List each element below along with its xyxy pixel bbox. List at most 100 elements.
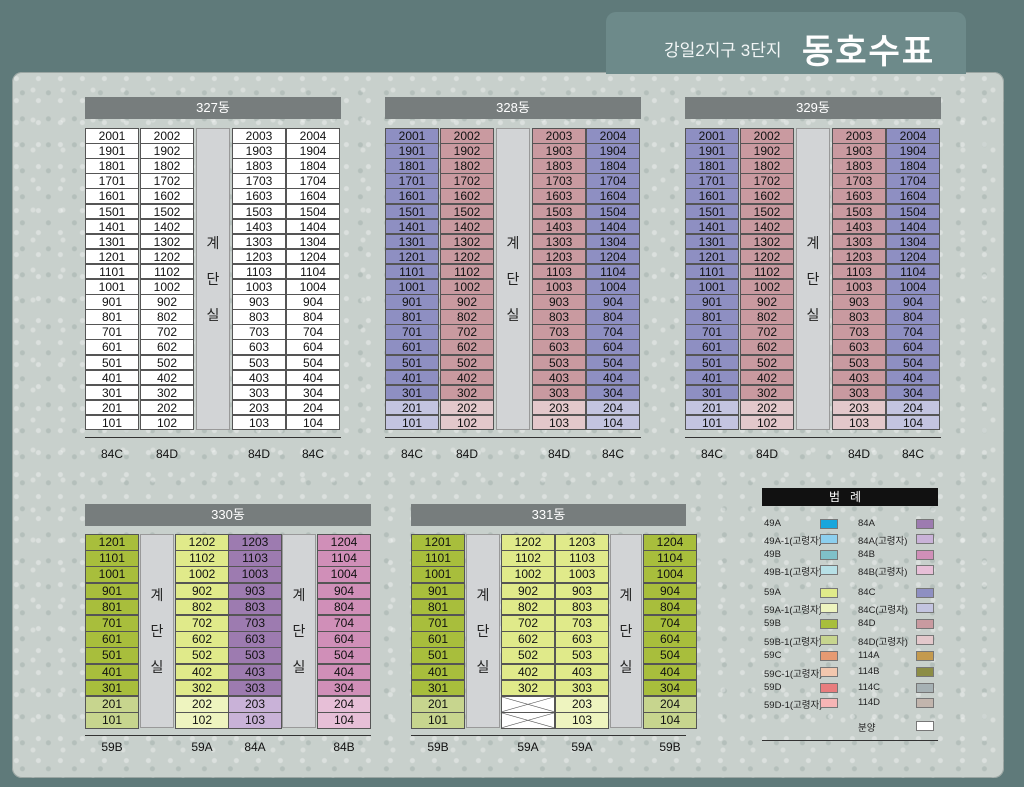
legend-item-label: 114B — [858, 666, 880, 677]
building-baseline — [385, 437, 641, 438]
unit-cell: 1802 — [740, 158, 794, 174]
unit-cell: 304 — [586, 384, 640, 401]
unit-cell: 101 — [385, 414, 439, 431]
unit-cell: 501 — [85, 647, 139, 665]
legend-item-label: 59D — [764, 682, 782, 693]
unit-cell: 1204 — [643, 534, 697, 551]
unit-cell: 503 — [232, 354, 286, 371]
unit-cell: 103 — [232, 414, 286, 431]
unit-cell: 1503 — [832, 203, 886, 220]
unit-cell: 102 — [440, 414, 494, 431]
unit-cell: 1402 — [140, 218, 194, 235]
legend-item-label: 114D — [858, 697, 881, 708]
unit-cell: 102 — [140, 414, 194, 431]
unit-cell: 1103 — [532, 263, 586, 280]
building-baseline — [85, 437, 341, 438]
building-331동: 331동 계 단 실 계 단 실 1201 1101 1001 901 801 701 601 501 401… — [411, 504, 697, 756]
unit-cell: 1203 — [832, 248, 886, 265]
unit-cell: 701 — [411, 615, 465, 632]
unit-cell: 702 — [140, 324, 194, 340]
unit-cell: 1904 — [586, 143, 640, 159]
unit-cell: 802 — [740, 309, 794, 325]
unit-cell: 1201 — [85, 534, 139, 551]
unit-cell: 303 — [555, 679, 609, 697]
unit-cell: 1202 — [440, 248, 494, 265]
unit-cell: 1204 — [286, 248, 340, 265]
unit-cell: 1403 — [832, 218, 886, 235]
unit-cell: 501 — [685, 354, 739, 371]
unit-cell: 1201 — [685, 248, 739, 265]
unit-cell: 903 — [555, 582, 609, 600]
unit-type-label: 59B — [659, 740, 681, 754]
unit-cell: 1702 — [140, 173, 194, 189]
legend-item-label: 59A — [764, 587, 781, 598]
unit-cell: 602 — [501, 631, 555, 648]
unit-cell: 1704 — [286, 173, 340, 189]
unit-cell: 702 — [175, 615, 229, 632]
stairwell-label: 실 — [619, 659, 633, 676]
unit-cell: 804 — [643, 598, 697, 616]
unit-cell: 901 — [685, 294, 739, 310]
unit-cell: 404 — [317, 663, 371, 681]
unit-cell: 804 — [886, 309, 940, 325]
building-baseline — [85, 735, 371, 736]
unit-cell: 1102 — [440, 263, 494, 280]
unit-cell: 302 — [440, 384, 494, 401]
unit-cell: 502 — [440, 354, 494, 371]
unit-cell: 401 — [685, 369, 739, 386]
building-328동: 328동 계 단 실 2001 1901 1801 1701 1601 1501 1401 1301 1… — [385, 97, 641, 463]
unit-cell: 501 — [85, 354, 139, 371]
legend-swatch — [820, 534, 838, 544]
stairwell-label: 계 — [206, 235, 220, 251]
unit-cell: 702 — [740, 324, 794, 340]
unit-cell: 1202 — [501, 534, 555, 551]
unit-cell: 202 — [740, 399, 794, 416]
unit-cell: 104 — [643, 712, 697, 729]
legend-item-label: 49A — [764, 518, 781, 529]
unit-type-label: 84D — [755, 447, 778, 461]
unit-cell: 1504 — [586, 203, 640, 220]
unit-cell: 401 — [85, 663, 139, 681]
unit-cell: 1503 — [232, 203, 286, 220]
building-header: 327동 — [85, 97, 341, 119]
unit-cell: 1202 — [740, 248, 794, 265]
unit-type-label: 84D — [247, 447, 270, 461]
unit-cell: 303 — [232, 384, 286, 401]
unit-cell: 1804 — [286, 158, 340, 174]
legend-item-label: 59C — [764, 650, 782, 661]
legend-item-label: 84D(고령자) — [858, 637, 908, 648]
unit-cell: 1201 — [385, 248, 439, 265]
unit-cell: 801 — [385, 309, 439, 325]
unit-cell: 402 — [740, 369, 794, 386]
unit-cell: 802 — [501, 598, 555, 616]
unit-cell: 1001 — [85, 279, 139, 295]
unit-cell: 901 — [385, 294, 439, 310]
unit-cell: 503 — [555, 647, 609, 665]
unit-cell: 801 — [411, 598, 465, 616]
stairwell-label: 실 — [476, 659, 490, 676]
unit-cell: 502 — [501, 647, 555, 665]
unit-cell: 1004 — [586, 279, 640, 295]
unit-cell: 1601 — [385, 188, 439, 204]
legend-item-label: 84A — [858, 518, 875, 529]
legend-swatch — [820, 698, 838, 708]
building-baseline — [685, 437, 941, 438]
unit-cell: 203 — [532, 399, 586, 416]
unit-cell: 1404 — [286, 218, 340, 235]
stairwell-label: 단 — [476, 623, 490, 640]
unit-cell: 803 — [232, 309, 286, 325]
unit-cell: 1001 — [385, 279, 439, 295]
unit-cell: 1001 — [411, 566, 465, 584]
unit-cell: 1404 — [586, 218, 640, 235]
unit-cell: 1502 — [140, 203, 194, 220]
legend-swatch — [820, 603, 838, 613]
legend-swatch — [916, 603, 934, 613]
unit-cell: 201 — [411, 696, 465, 713]
unit-cell: 203 — [832, 399, 886, 416]
unit-cell: 402 — [140, 369, 194, 386]
unit-type-label: 59A — [517, 740, 539, 754]
unit-cell: 2002 — [440, 128, 494, 144]
unit-cell: 803 — [532, 309, 586, 325]
